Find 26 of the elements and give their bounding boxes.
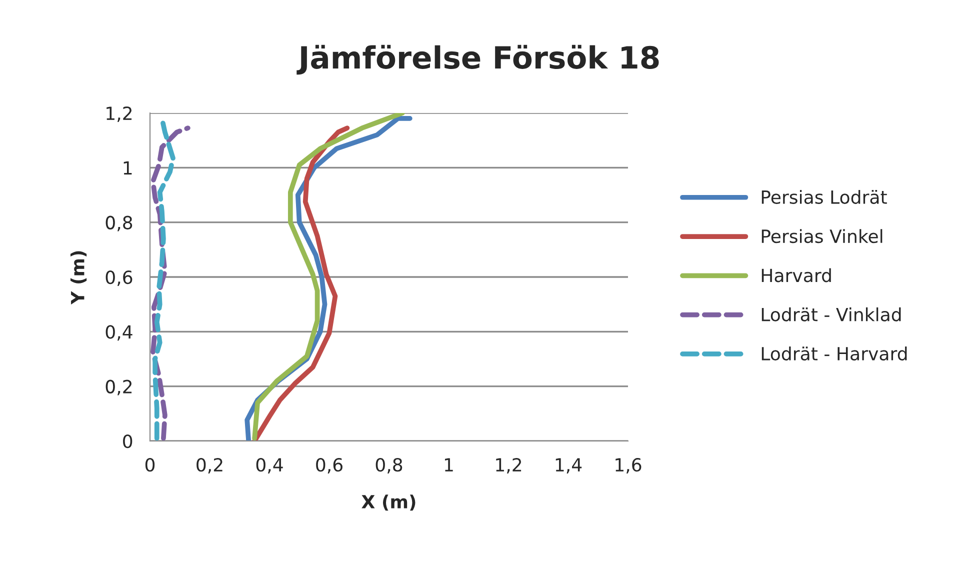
x-tick-label: 1,4	[556, 458, 582, 474]
x-tick-label: 1	[444, 458, 453, 472]
y-tick-label: 1,2	[106, 106, 132, 122]
y-tick-label: 0,2	[106, 380, 132, 396]
x-tick-label: 0	[145, 458, 155, 472]
x-tick-label: 1,2	[496, 458, 522, 474]
legend-label: Persias Vinkel	[762, 229, 882, 244]
legend-label: Lodrät - Vinklad	[762, 307, 901, 322]
legend-label: Lodrät - Harvard	[762, 346, 907, 361]
x-tick-label: 0,4	[256, 458, 283, 474]
legend-label: Harvard	[762, 268, 831, 282]
y-tick-label: 0	[123, 434, 132, 448]
y-tick-label: 1	[124, 161, 132, 175]
x-tick-label: 0,8	[376, 458, 402, 474]
y-tick-label: 0,4	[106, 325, 132, 341]
x-tick-label: 1,6	[616, 458, 642, 474]
x-tick-label: 0,6	[316, 458, 342, 474]
chart-title: Jämförelse Försök 18	[296, 44, 659, 75]
line-series	[252, 126, 350, 441]
y-tick-label: 0,8	[106, 216, 132, 232]
y-axis-title: Y (m)	[70, 251, 87, 305]
x-tick-label: 0,2	[196, 458, 222, 474]
legend-label: Persias Lodrät	[762, 190, 887, 204]
x-axis-title: X (m)	[362, 494, 416, 511]
y-tick-label: 0,6	[106, 270, 132, 286]
line-series	[150, 126, 190, 441]
